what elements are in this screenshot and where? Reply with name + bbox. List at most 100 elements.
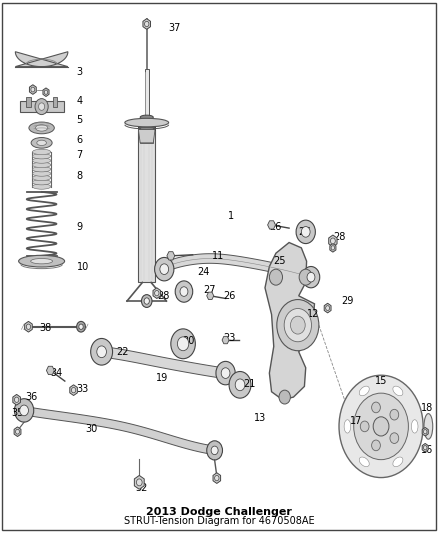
Text: 29: 29 <box>342 296 354 306</box>
Circle shape <box>221 368 230 378</box>
Text: 1: 1 <box>228 211 234 221</box>
Text: 15: 15 <box>374 376 387 386</box>
Ellipse shape <box>32 149 51 155</box>
Ellipse shape <box>411 420 418 433</box>
Polygon shape <box>13 394 21 405</box>
Bar <box>138 120 155 130</box>
Text: 13: 13 <box>254 414 266 423</box>
Circle shape <box>144 298 149 304</box>
Text: 37: 37 <box>169 23 181 33</box>
Circle shape <box>155 290 159 296</box>
Polygon shape <box>422 443 428 452</box>
Polygon shape <box>29 85 36 94</box>
Circle shape <box>307 272 315 282</box>
Text: 5: 5 <box>77 115 83 125</box>
Bar <box>20 101 64 112</box>
Text: 18: 18 <box>420 403 433 413</box>
Ellipse shape <box>32 158 51 163</box>
Circle shape <box>155 257 174 281</box>
Polygon shape <box>222 336 229 344</box>
Ellipse shape <box>35 125 48 131</box>
Ellipse shape <box>32 180 51 185</box>
Ellipse shape <box>140 115 153 119</box>
Circle shape <box>35 99 48 115</box>
Circle shape <box>290 316 305 334</box>
Polygon shape <box>213 473 221 483</box>
Polygon shape <box>143 19 151 29</box>
Polygon shape <box>265 243 314 400</box>
Polygon shape <box>100 346 224 378</box>
Circle shape <box>136 479 142 486</box>
Text: 30: 30 <box>85 424 98 434</box>
Circle shape <box>373 417 389 436</box>
Text: 9: 9 <box>77 222 83 231</box>
Circle shape <box>371 440 380 451</box>
Ellipse shape <box>32 154 51 159</box>
Circle shape <box>97 346 106 358</box>
Text: 7: 7 <box>77 150 83 159</box>
Text: 27: 27 <box>298 227 311 237</box>
Text: 33: 33 <box>77 384 89 394</box>
Bar <box>140 127 153 143</box>
Polygon shape <box>25 321 32 332</box>
Polygon shape <box>15 52 68 67</box>
Bar <box>138 130 155 282</box>
Circle shape <box>301 227 310 237</box>
Text: 35: 35 <box>11 408 23 418</box>
Polygon shape <box>43 88 49 96</box>
Polygon shape <box>330 244 336 252</box>
Circle shape <box>371 402 380 413</box>
Text: 4: 4 <box>77 96 83 106</box>
Polygon shape <box>46 366 54 375</box>
Text: 3: 3 <box>77 67 83 77</box>
Polygon shape <box>70 385 78 395</box>
Circle shape <box>177 337 189 351</box>
Ellipse shape <box>31 138 52 148</box>
Polygon shape <box>160 254 312 282</box>
Text: 6: 6 <box>77 135 83 144</box>
Polygon shape <box>24 406 215 455</box>
Ellipse shape <box>32 162 51 167</box>
Polygon shape <box>167 252 175 260</box>
Circle shape <box>299 269 312 285</box>
Circle shape <box>71 387 76 393</box>
Circle shape <box>171 329 195 359</box>
Text: 34: 34 <box>50 368 63 378</box>
Text: STRUT-Tension Diagram for 4670508AE: STRUT-Tension Diagram for 4670508AE <box>124 516 314 526</box>
Circle shape <box>302 266 320 288</box>
Circle shape <box>339 375 423 478</box>
Text: 19: 19 <box>155 374 168 383</box>
Polygon shape <box>324 303 331 313</box>
Polygon shape <box>207 292 214 300</box>
Text: 24: 24 <box>197 267 209 277</box>
Circle shape <box>14 397 19 402</box>
Ellipse shape <box>359 386 369 396</box>
Bar <box>145 69 149 117</box>
Circle shape <box>215 475 219 481</box>
Text: 10: 10 <box>77 262 89 271</box>
Text: 38: 38 <box>39 323 52 333</box>
Ellipse shape <box>393 386 403 396</box>
Polygon shape <box>422 427 428 436</box>
Circle shape <box>20 405 28 416</box>
Ellipse shape <box>18 255 64 267</box>
Text: 8: 8 <box>77 171 83 181</box>
Circle shape <box>79 324 83 329</box>
Ellipse shape <box>344 420 351 433</box>
Ellipse shape <box>29 122 54 134</box>
Text: 26: 26 <box>223 291 236 301</box>
Ellipse shape <box>359 457 369 467</box>
Circle shape <box>91 338 113 365</box>
Text: 16: 16 <box>420 446 433 455</box>
Ellipse shape <box>32 166 51 172</box>
Circle shape <box>207 441 223 460</box>
Bar <box>26 97 31 107</box>
Text: 32: 32 <box>136 483 148 492</box>
Circle shape <box>31 87 35 92</box>
Text: 28: 28 <box>158 291 170 301</box>
Ellipse shape <box>125 118 169 127</box>
Circle shape <box>39 103 45 110</box>
Ellipse shape <box>37 140 46 146</box>
Text: 21: 21 <box>243 379 255 389</box>
Polygon shape <box>328 235 337 247</box>
